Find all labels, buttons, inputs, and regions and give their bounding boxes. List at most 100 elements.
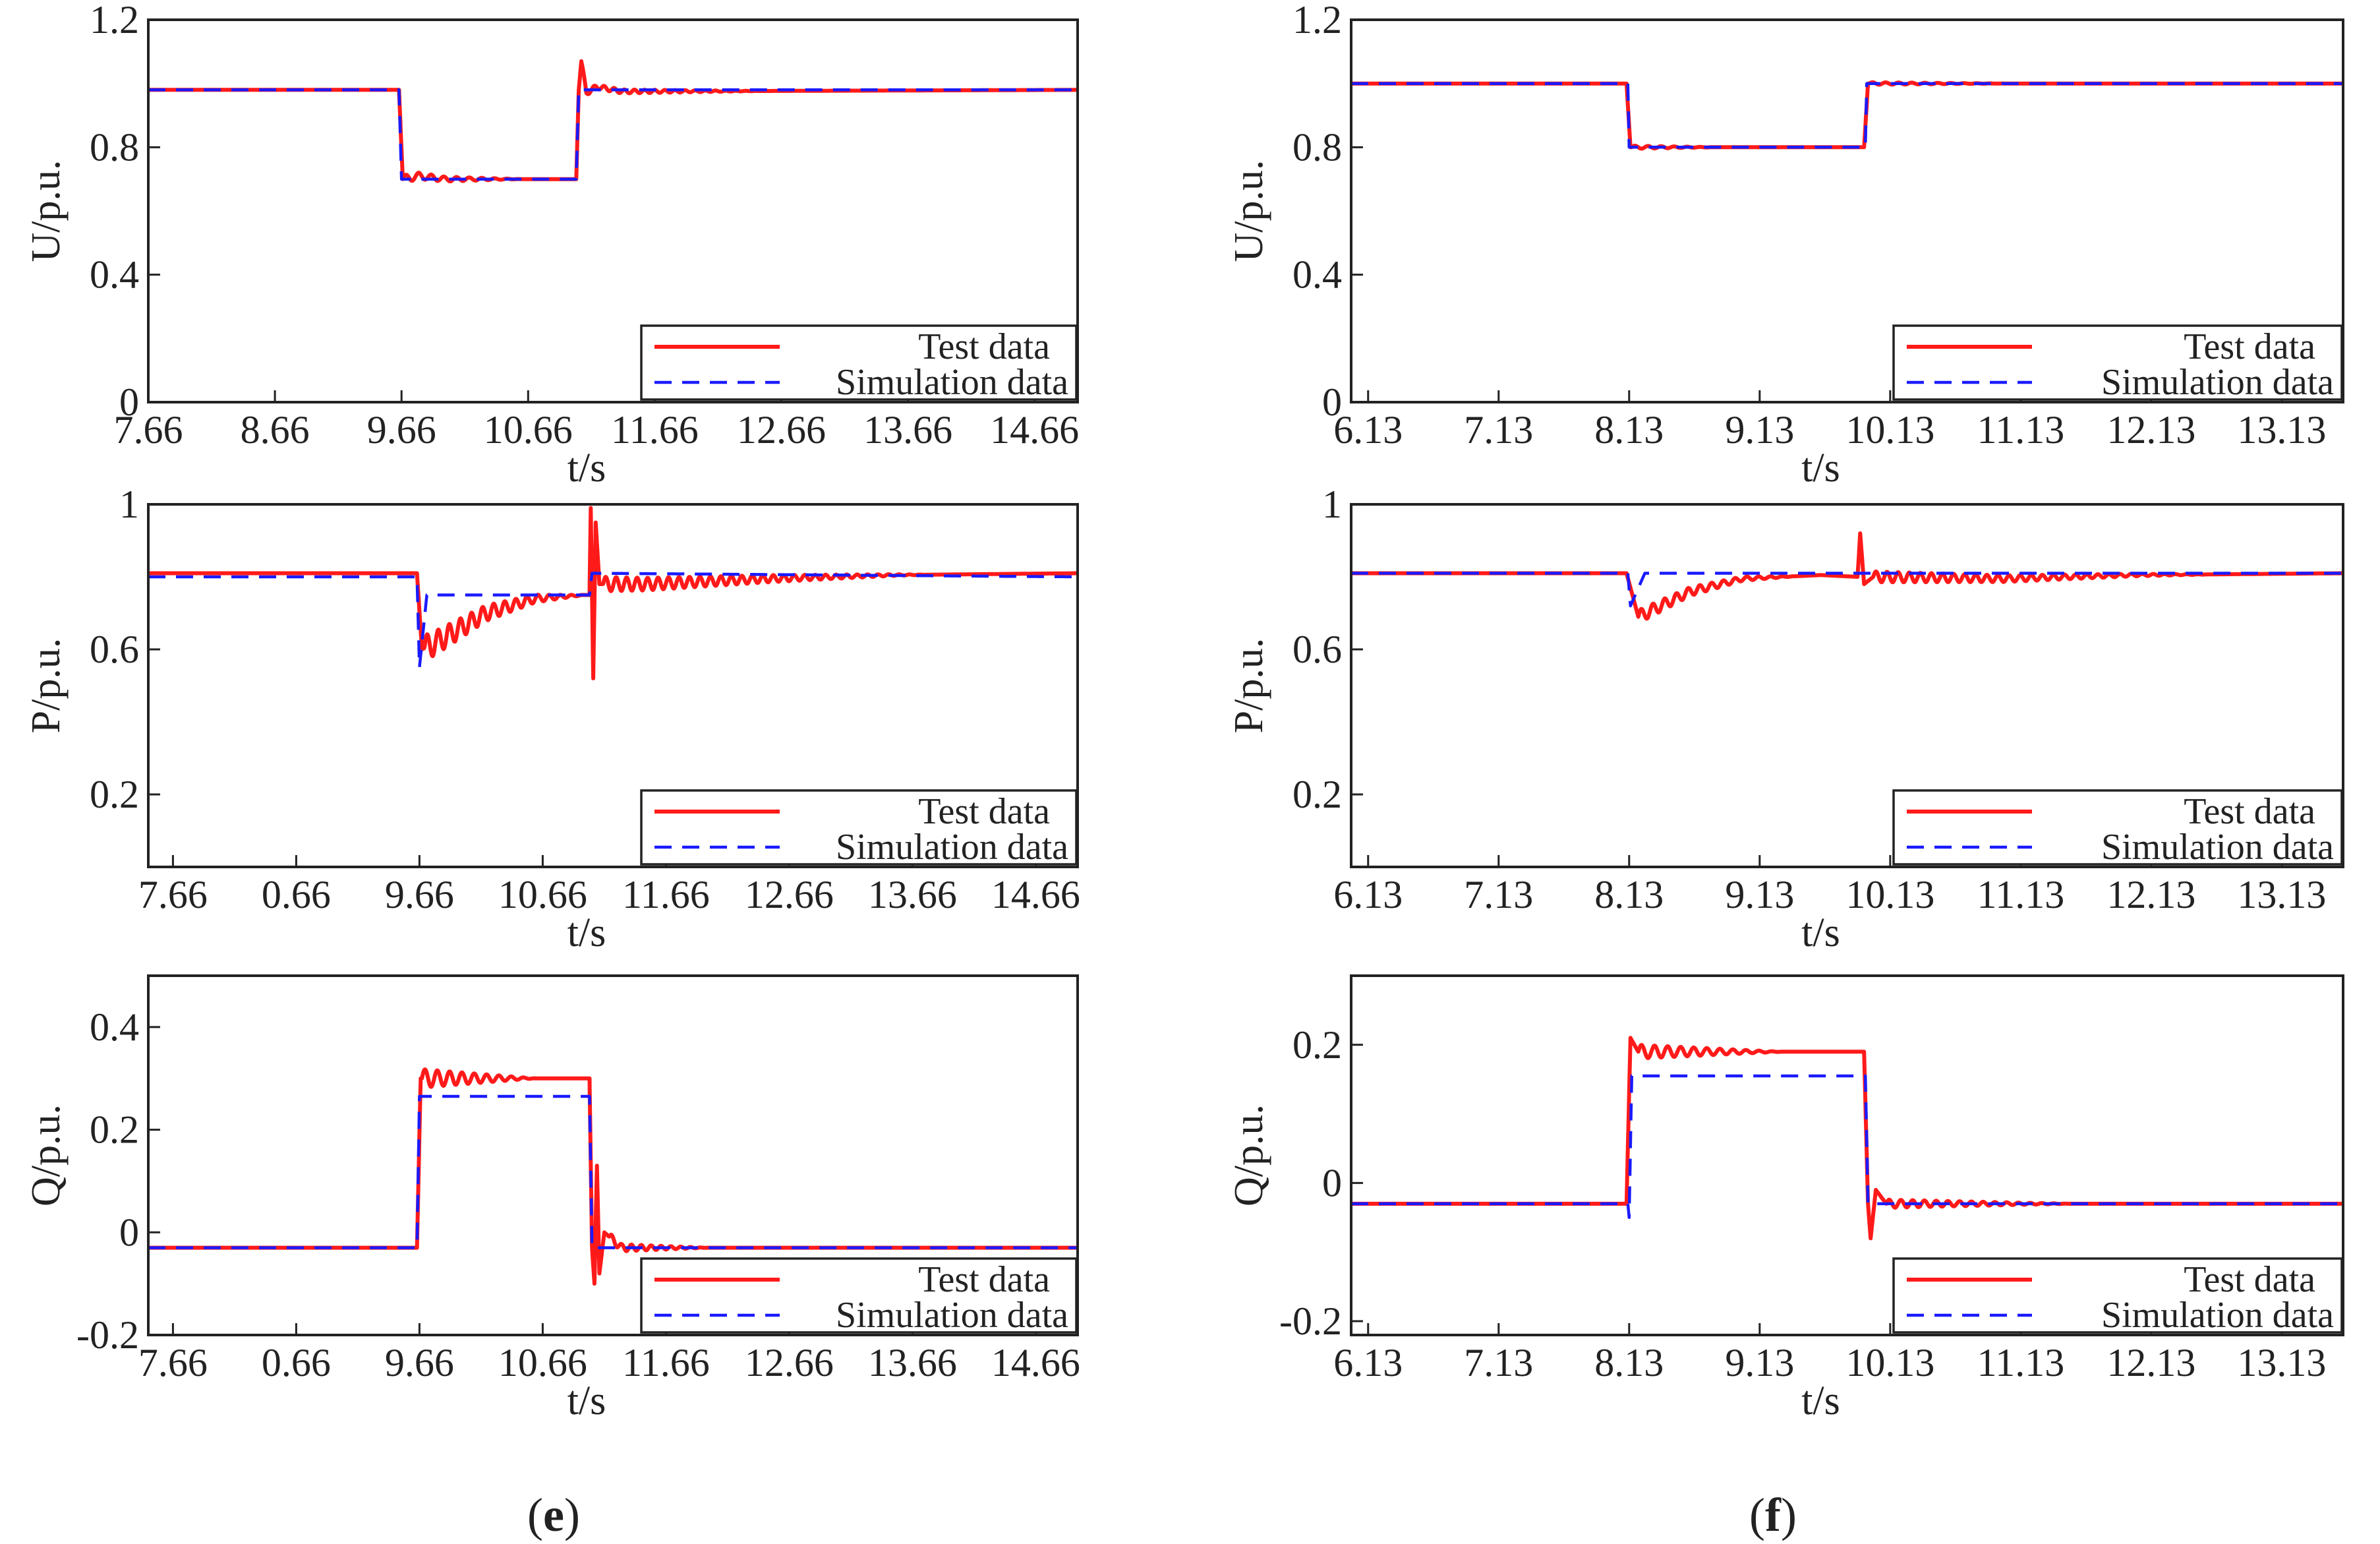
y-axis-label: Q/p.u.	[24, 1104, 69, 1206]
series-group	[148, 1067, 1078, 1286]
series-line-test	[1351, 531, 2343, 621]
x-tick-label: 14.66	[991, 1341, 1080, 1384]
x-tick-label: 10.66	[498, 873, 587, 916]
x-axis-label: t/s	[1801, 1379, 1840, 1423]
x-axis-label: t/s	[567, 446, 606, 490]
x-tick-label: 6.13	[1333, 408, 1403, 452]
y-axis-label: P/p.u.	[1227, 638, 1271, 734]
x-tick-label: 11.66	[622, 873, 710, 916]
series-group	[148, 59, 1078, 184]
legend-box	[1892, 789, 2343, 866]
x-tick-label: 6.13	[1333, 873, 1403, 916]
legend-label-simulation: Simulation data	[836, 362, 1068, 403]
x-tick-label: 7.66	[114, 408, 183, 452]
legend-box	[640, 324, 1078, 401]
y-tick-label: -0.2	[1279, 1299, 1342, 1343]
series-line-test	[1351, 1036, 2343, 1241]
x-tick-label: 9.66	[385, 873, 454, 916]
y-tick-label: 1	[1322, 483, 1342, 526]
y-tick-label: 0	[119, 380, 139, 424]
axes-frame	[147, 503, 1079, 868]
x-tick-label: 11.66	[611, 408, 699, 452]
caption-e: (e)	[527, 1489, 580, 1541]
y-tick-label: 0.4	[1292, 253, 1342, 297]
y-tick-label: 0.2	[1292, 773, 1342, 816]
legend-label-test: Test data	[2184, 791, 2315, 832]
x-axis-label: t/s	[567, 1379, 606, 1423]
y-tick-label: -0.2	[76, 1313, 139, 1357]
x-tick-label: 12.66	[745, 1341, 834, 1384]
chart-e-Q: 7.66 0.66 9.66 10.66 11.66 12.66 13.66 14.66 -0.…	[24, 974, 1080, 1423]
chart-e-P: 7.66 0.66 9.66 10.66 11.66 12.66 13.66 14.66 0.2…	[24, 483, 1080, 955]
x-tick-label: 10.13	[1845, 873, 1934, 916]
y-axis-label: U/p.u.	[1227, 160, 1271, 262]
x-tick-label: 10.13	[1845, 408, 1934, 452]
series-line-test	[148, 506, 1078, 680]
x-tick-label: 0.66	[262, 873, 331, 916]
series-line-test	[148, 1067, 1078, 1286]
x-axis-label: t/s	[1801, 910, 1840, 955]
x-tick-label: 9.13	[1725, 408, 1794, 452]
caption-f-letter: f	[1765, 1489, 1782, 1541]
x-tick-label: 8.13	[1594, 1341, 1664, 1384]
y-tick-label: 0	[1322, 380, 1342, 424]
legend-label-test: Test data	[2184, 1259, 2315, 1300]
series-group	[1351, 80, 2343, 151]
x-tick-label: 12.66	[745, 873, 834, 916]
legend-label-test: Test data	[918, 326, 1050, 367]
x-axis-label: t/s	[1801, 446, 1840, 490]
x-tick-label: 10.13	[1845, 1341, 1934, 1384]
legend-label-test: Test data	[2184, 326, 2315, 367]
y-tick-label: 0.8	[90, 125, 139, 169]
x-tick-label: 7.13	[1464, 1341, 1533, 1384]
x-tick-label: 13.13	[2237, 1341, 2326, 1384]
legend-label-simulation: Simulation data	[836, 827, 1068, 868]
x-tick-label: 7.66	[138, 1341, 208, 1384]
chart-f-P: 6.13 7.13 8.13 9.13 10.13 11.13 12.13 13.13 0.2 0…	[1227, 483, 2344, 955]
axes-frame	[147, 974, 1079, 1336]
axes-frame	[1350, 18, 2344, 403]
y-axis-label: Q/p.u.	[1227, 1104, 1271, 1206]
legend-box	[1892, 324, 2343, 401]
x-tick-label: 12.13	[2106, 408, 2195, 452]
x-tick-label: 8.13	[1594, 873, 1664, 916]
y-tick-label: 0	[1322, 1161, 1342, 1204]
y-axis-label: P/p.u.	[24, 638, 69, 734]
caption-f: (f)	[1749, 1489, 1797, 1541]
x-tick-label: 11.66	[622, 1341, 710, 1384]
x-tick-label: 8.13	[1594, 408, 1664, 452]
series-line-simulation	[148, 1094, 1078, 1249]
axes-frame	[1350, 503, 2344, 868]
axes-frame	[1350, 974, 2344, 1336]
series-group	[1351, 1036, 2343, 1241]
x-tick-label: 10.66	[484, 408, 573, 452]
chart-f-U: 6.13 7.13 8.13 9.13 10.13 11.13 12.13 13.13 0 0.4…	[1227, 0, 2344, 490]
legend-label-test: Test data	[918, 1259, 1050, 1300]
x-tick-label: 0.66	[262, 1341, 331, 1384]
x-tick-label: 7.13	[1464, 873, 1533, 916]
y-axis-label: U/p.u.	[24, 160, 69, 262]
series-line-simulation	[1351, 1074, 2343, 1220]
legend-box	[1892, 1257, 2343, 1334]
x-tick-label: 10.66	[498, 1341, 587, 1384]
x-tick-label: 13.13	[2237, 873, 2326, 916]
x-tick-label: 13.66	[868, 1341, 957, 1384]
series-group	[148, 506, 1078, 680]
x-tick-label: 13.13	[2237, 408, 2326, 452]
y-tick-label: 0.6	[1292, 628, 1342, 671]
legend-label-test: Test data	[918, 791, 1050, 832]
y-tick-label: 0.2	[90, 773, 139, 816]
y-tick-label: 0.8	[1292, 125, 1342, 169]
x-tick-label: 13.66	[863, 408, 952, 452]
x-tick-label: 8.66	[241, 408, 310, 452]
x-tick-label: 12.66	[737, 408, 826, 452]
x-tick-label: 12.13	[2106, 873, 2195, 916]
x-tick-label: 12.13	[2106, 1341, 2195, 1384]
x-tick-label: 9.66	[385, 1341, 454, 1384]
